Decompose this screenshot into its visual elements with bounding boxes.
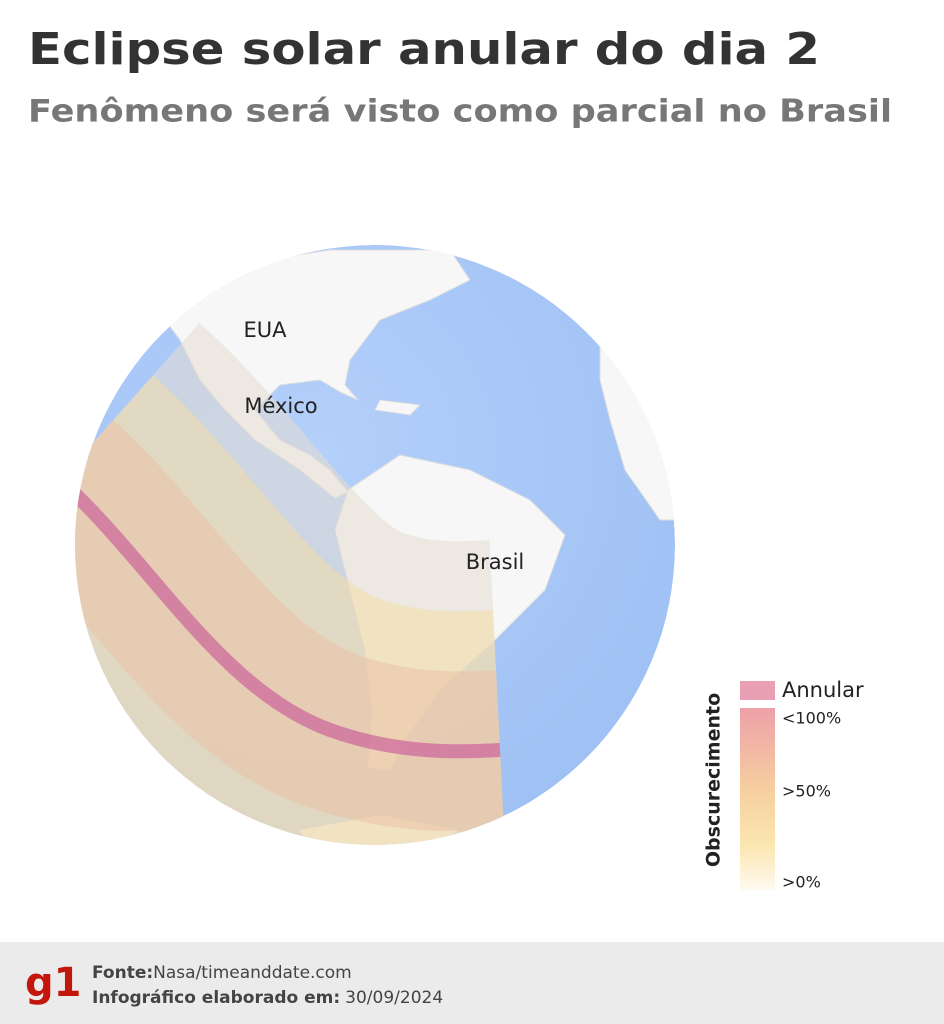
date-text: 30/09/2024 bbox=[345, 988, 443, 1008]
date: Infográfico elaborado em: 30/09/2024 bbox=[92, 988, 443, 1008]
logo: g1 bbox=[25, 960, 81, 1006]
gradient-bar bbox=[740, 708, 775, 890]
legend-label: <100% bbox=[782, 709, 841, 728]
date-label: Infográfico elaborado em: bbox=[92, 988, 340, 1008]
source-label: Fonte: bbox=[92, 963, 153, 983]
map-label: México bbox=[244, 394, 317, 418]
legend-title: Obscurecimento bbox=[703, 693, 725, 867]
globe bbox=[75, 245, 675, 845]
map-label: EUA bbox=[243, 318, 287, 342]
legend-label: >50% bbox=[782, 782, 831, 801]
annular-swatch bbox=[740, 681, 775, 700]
footer: g1 Fonte:Nasa/timeanddate.com Infográfic… bbox=[0, 942, 944, 1024]
source: Fonte:Nasa/timeanddate.com bbox=[92, 963, 352, 983]
legend-label: >0% bbox=[782, 873, 821, 892]
source-text: Nasa/timeanddate.com bbox=[153, 963, 352, 983]
map-label: Brasil bbox=[466, 550, 525, 574]
legend-label: Annular bbox=[782, 678, 864, 702]
legend: Obscurecimento Annular <100% >50% >0% bbox=[703, 678, 864, 892]
subtitle: Fenômeno será visto como parcial no Bras… bbox=[28, 94, 892, 130]
title: Eclipse solar anular do dia 2 bbox=[28, 24, 820, 75]
